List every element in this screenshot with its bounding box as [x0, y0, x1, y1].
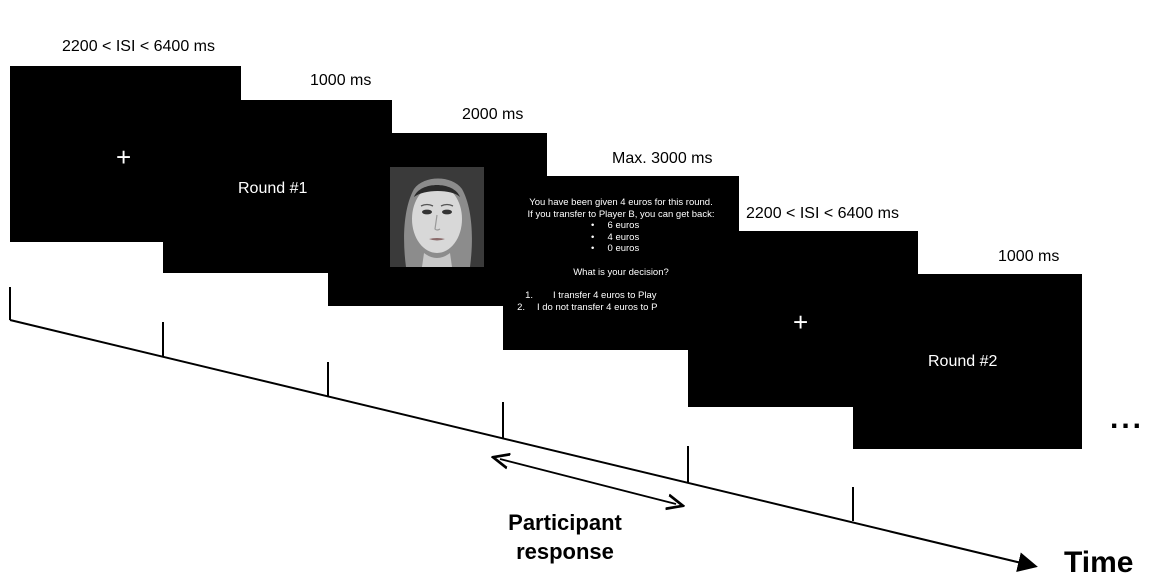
decision-text: You have been given 4 euros for this rou…: [509, 197, 733, 313]
participant-response-label: Participant response: [508, 510, 622, 564]
round2-duration-label: 1000 ms: [998, 248, 1060, 265]
response-arrow: [500, 459, 676, 504]
time-axis: [9, 319, 1038, 572]
fixation-cross: +: [793, 307, 809, 337]
face-image: [390, 167, 484, 267]
round-label: Round #2: [928, 353, 998, 370]
isi-duration-label-2: 2200 < ISI < 6400 ms: [746, 205, 899, 222]
decision-line-2: If you transfer to Player B, you can get…: [527, 208, 715, 220]
fixation-cross: +: [116, 142, 132, 172]
list-item: • 0 euros: [591, 243, 640, 254]
face-duration-label: 2000 ms: [462, 106, 524, 123]
decision-question: What is your decision?: [573, 266, 669, 278]
list-item: • 6 euros: [591, 220, 640, 231]
continuation-dots: ...: [1110, 402, 1145, 435]
round1-duration-label: 1000 ms: [310, 72, 372, 89]
option-1: 1. I transfer 4 euros to Play: [525, 290, 657, 301]
list-item: • 4 euros: [591, 231, 640, 243]
decision-duration-label: Max. 3000 ms: [612, 150, 713, 167]
decision-line-1: You have been given 4 euros for this rou…: [529, 197, 713, 208]
round-screen-2: Round #2: [853, 274, 1082, 449]
round-label: Round #1: [238, 180, 308, 197]
outcome-list: • 6 euros • 4 euros • 0 euros: [509, 220, 733, 255]
option-2: 2. I do not transfer 4 euros to P: [517, 301, 658, 313]
time-axis-label: Time: [1064, 546, 1134, 579]
isi-duration-label-1: 2200 < ISI < 6400 ms: [62, 38, 215, 55]
